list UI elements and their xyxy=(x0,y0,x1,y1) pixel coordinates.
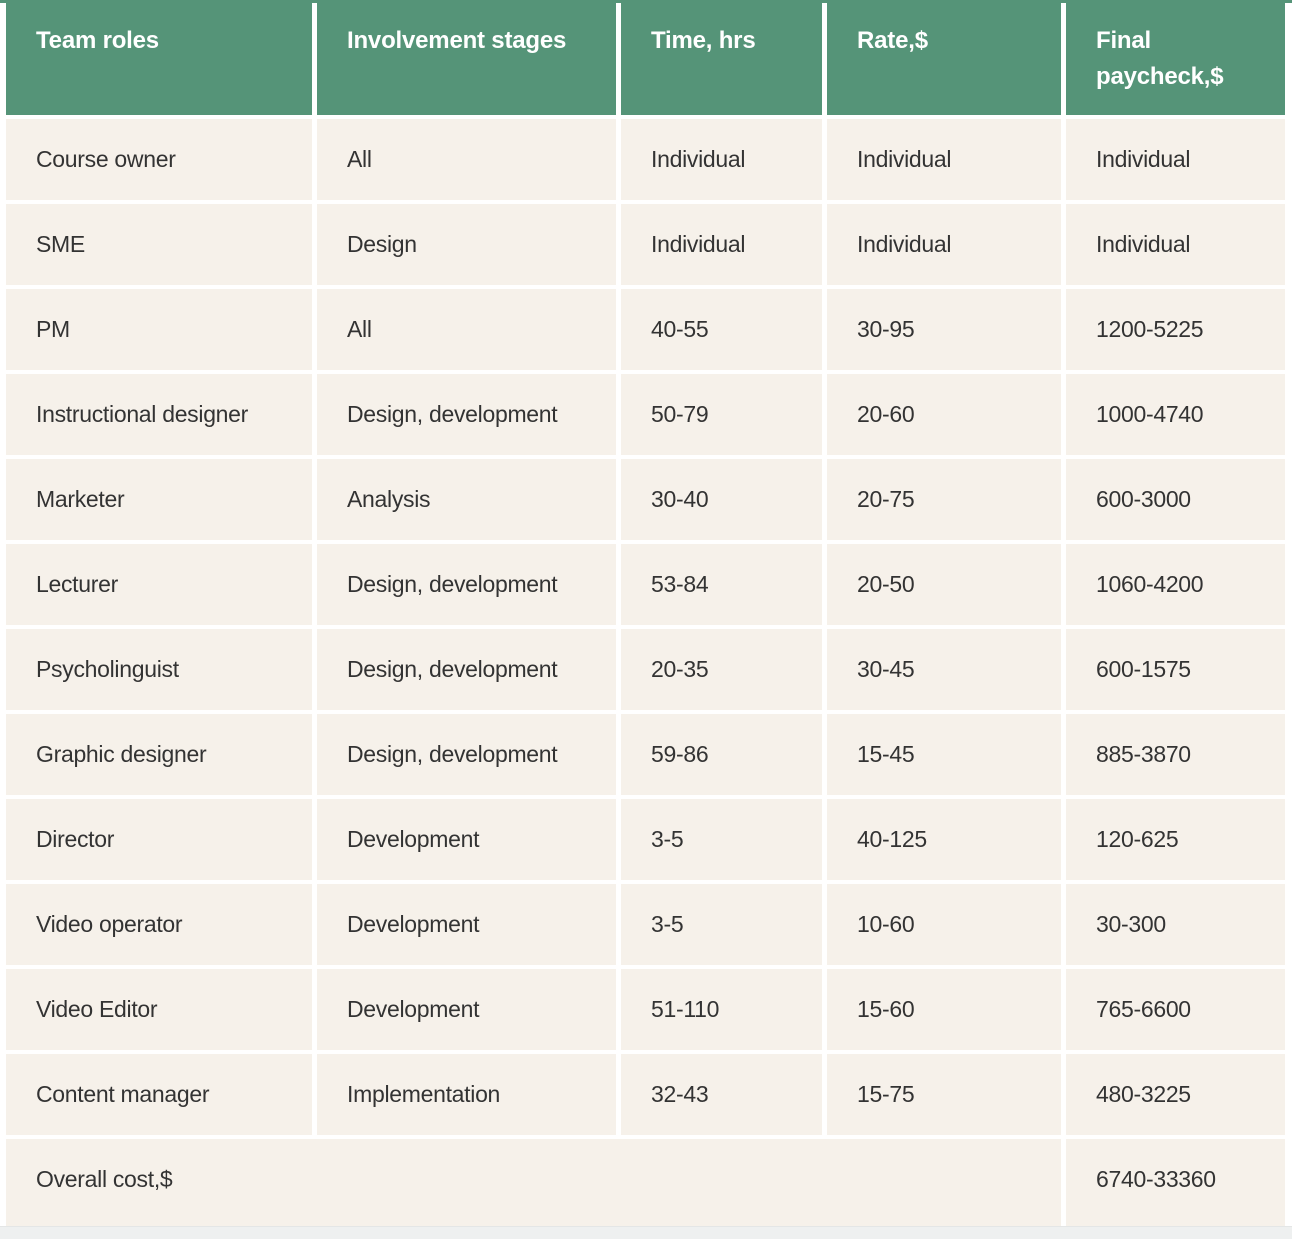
cell-paycheck: 600-3000 xyxy=(1066,459,1285,540)
cell-stages: Design, development xyxy=(317,374,616,455)
table-top-border xyxy=(0,0,1292,3)
cell-time: 32-43 xyxy=(621,1054,822,1135)
cell-paycheck: 1200-5225 xyxy=(1066,289,1285,370)
cell-rate: 20-50 xyxy=(827,544,1061,625)
cell-stages: Development xyxy=(317,799,616,880)
cell-paycheck: 1060-4200 xyxy=(1066,544,1285,625)
cell-stages: Development xyxy=(317,969,616,1050)
cell-paycheck: 885-3870 xyxy=(1066,714,1285,795)
cell-time: 30-40 xyxy=(621,459,822,540)
cell-role: Video Editor xyxy=(6,969,312,1050)
cell-paycheck: 30-300 xyxy=(1066,884,1285,965)
cell-paycheck: 1000-4740 xyxy=(1066,374,1285,455)
cell-time: 53-84 xyxy=(621,544,822,625)
cell-rate: Individual xyxy=(827,204,1061,285)
cell-rate: 30-45 xyxy=(827,629,1061,710)
cell-stages: Analysis xyxy=(317,459,616,540)
cell-rate: 15-45 xyxy=(827,714,1061,795)
cell-rate: 40-125 xyxy=(827,799,1061,880)
cell-paycheck: 765-6600 xyxy=(1066,969,1285,1050)
cell-stages: Design, development xyxy=(317,544,616,625)
cell-stages: Development xyxy=(317,884,616,965)
cell-time: 50-79 xyxy=(621,374,822,455)
cell-time: 3-5 xyxy=(621,884,822,965)
cell-rate: 20-60 xyxy=(827,374,1061,455)
cell-role: SME xyxy=(6,204,312,285)
column-header-team-roles: Team roles xyxy=(6,3,312,115)
column-header-final-paycheck-label: Final paycheck,$ xyxy=(1096,27,1224,90)
cell-role: Content manager xyxy=(6,1054,312,1135)
cell-time: 59-86 xyxy=(621,714,822,795)
cell-role: Course owner xyxy=(6,119,312,200)
cell-time: 51-110 xyxy=(621,969,822,1050)
cell-paycheck: 600-1575 xyxy=(1066,629,1285,710)
cell-role: Graphic designer xyxy=(6,714,312,795)
cell-paycheck: 120-625 xyxy=(1066,799,1285,880)
cell-time: 3-5 xyxy=(621,799,822,880)
overall-cost-label: Overall cost,$ xyxy=(6,1139,1061,1226)
cell-role: Marketer xyxy=(6,459,312,540)
cost-table: Team roles Involvement stages Time, hrs … xyxy=(0,3,1292,1226)
column-header-time-hrs: Time, hrs xyxy=(621,3,822,115)
cell-rate: 15-75 xyxy=(827,1054,1061,1135)
cell-rate: 20-75 xyxy=(827,459,1061,540)
cell-time: 20-35 xyxy=(621,629,822,710)
cell-stages: Design, development xyxy=(317,629,616,710)
cell-role: Instructional designer xyxy=(6,374,312,455)
cell-role: PM xyxy=(6,289,312,370)
cell-role: Psycholinguist xyxy=(6,629,312,710)
cell-rate: Individual xyxy=(827,119,1061,200)
column-header-rate: Rate,$ xyxy=(827,3,1061,115)
cell-rate: 30-95 xyxy=(827,289,1061,370)
column-header-involvement-stages: Involvement stages xyxy=(317,3,616,115)
cell-time: Individual xyxy=(621,119,822,200)
bottom-band xyxy=(0,1226,1292,1239)
overall-cost-value: 6740-33360 xyxy=(1066,1139,1285,1226)
cell-paycheck: 480-3225 xyxy=(1066,1054,1285,1135)
cell-stages: Design, development xyxy=(317,714,616,795)
cell-role: Video operator xyxy=(6,884,312,965)
cell-time: Individual xyxy=(621,204,822,285)
cell-rate: 10-60 xyxy=(827,884,1061,965)
cell-role: Lecturer xyxy=(6,544,312,625)
cell-stages: Design xyxy=(317,204,616,285)
column-header-final-paycheck: Final paycheck,$ xyxy=(1066,3,1285,115)
cell-time: 40-55 xyxy=(621,289,822,370)
cell-stages: All xyxy=(317,289,616,370)
cell-stages: Implementation xyxy=(317,1054,616,1135)
cell-paycheck: Individual xyxy=(1066,119,1285,200)
cell-rate: 15-60 xyxy=(827,969,1061,1050)
cell-role: Director xyxy=(6,799,312,880)
cell-paycheck: Individual xyxy=(1066,204,1285,285)
cell-stages: All xyxy=(317,119,616,200)
